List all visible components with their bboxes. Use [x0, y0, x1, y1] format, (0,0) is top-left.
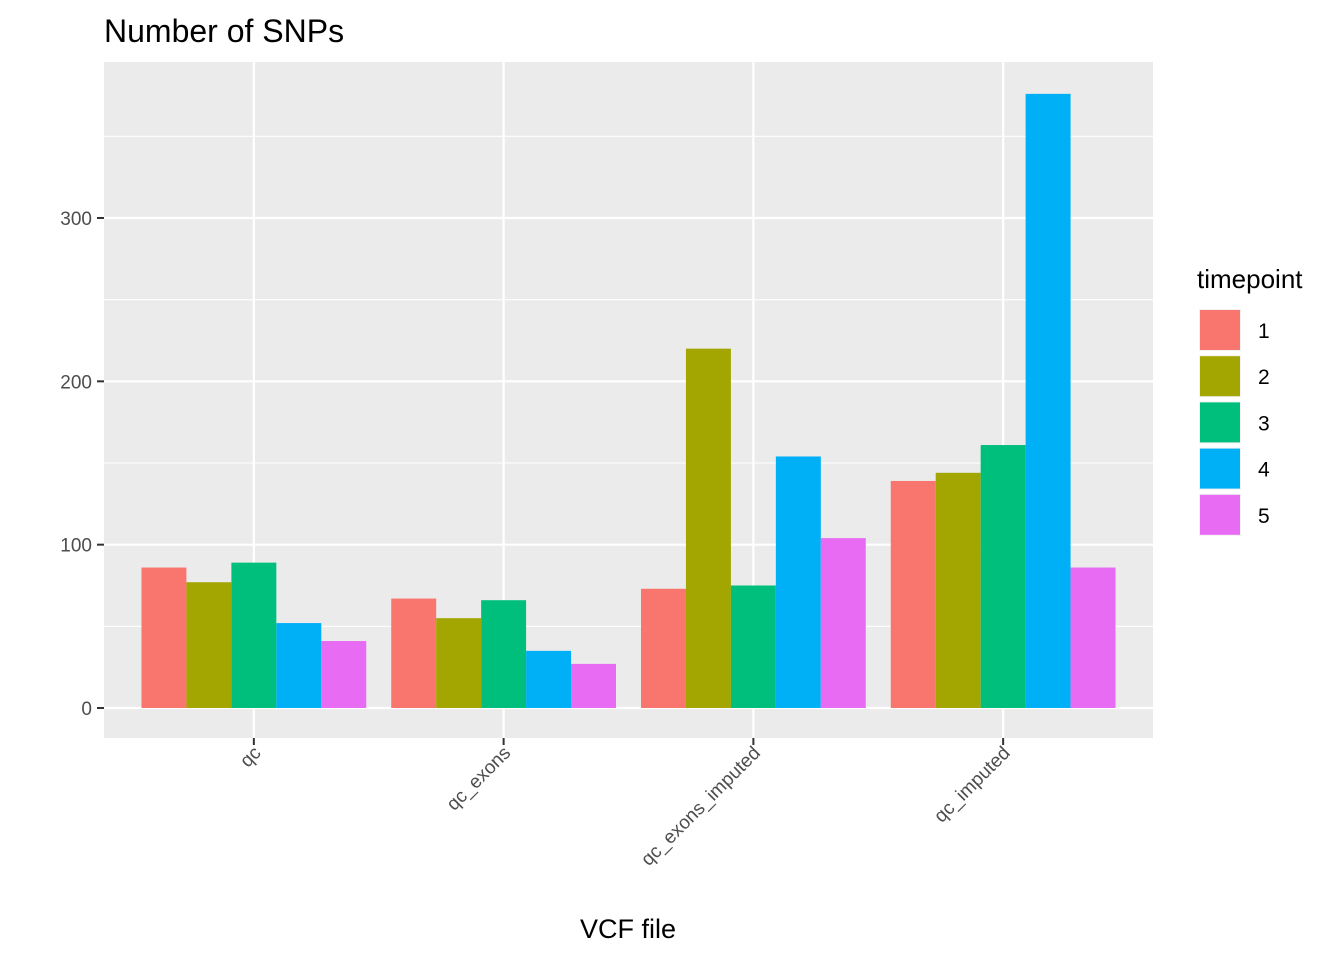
bar-qc_exons-timepoint-2	[436, 618, 482, 708]
bar-qc_imputed-timepoint-3	[980, 445, 1026, 708]
bar-qc_exons_imputed-timepoint-4	[775, 456, 821, 708]
bar-qc-timepoint-4	[276, 623, 322, 708]
bar-qc_exons_imputed-timepoint-1	[640, 588, 686, 708]
chart-title: Number of SNPs	[104, 13, 344, 49]
y-tick-label: 100	[60, 536, 92, 557]
y-tick-label: 300	[60, 209, 92, 230]
bar-qc_exons-timepoint-1	[391, 598, 437, 708]
bar-qc_exons_imputed-timepoint-2	[685, 348, 731, 708]
bar-qc-timepoint-3	[231, 562, 277, 708]
x-axis-title: VCF file	[580, 914, 676, 944]
x-tick-label-qc_exons_imputed: qc_exons_imputed	[637, 743, 765, 871]
bar-qc_imputed-timepoint-5	[1070, 567, 1116, 708]
bar-qc_exons-timepoint-3	[481, 600, 527, 708]
x-tick-label-qc: qc	[236, 743, 265, 772]
legend-swatch-1	[1200, 310, 1240, 350]
bar-qc-timepoint-2	[186, 582, 232, 708]
legend-swatch-3	[1200, 402, 1240, 443]
legend-swatch-2	[1200, 356, 1240, 397]
bar-qc_exons_imputed-timepoint-5	[820, 538, 866, 708]
legend-label-3: 3	[1258, 412, 1270, 435]
legend-swatch-5	[1200, 494, 1240, 535]
y-tick-label: 0	[81, 699, 92, 720]
bar-qc-timepoint-1	[141, 567, 187, 708]
bar-qc_imputed-timepoint-4	[1025, 93, 1071, 708]
bar-qc_imputed-timepoint-1	[890, 480, 936, 708]
legend-label-2: 2	[1258, 366, 1270, 389]
y-tick-label: 200	[60, 372, 92, 393]
legend-label-5: 5	[1258, 505, 1270, 528]
bars-group	[141, 93, 1116, 708]
bar-qc_imputed-timepoint-2	[935, 472, 981, 708]
bar-qc-timepoint-5	[321, 641, 367, 708]
legend-title: timepoint	[1197, 264, 1303, 294]
bar-qc_exons_imputed-timepoint-3	[730, 585, 776, 708]
legend-swatch-4	[1200, 448, 1240, 489]
legend: timepoint 1 2 3 4 5	[1197, 264, 1303, 536]
x-tick-label-qc_imputed: qc_imputed	[930, 743, 1014, 827]
x-axis: qc qc_exons qc_exons_imputed qc_imputed	[236, 738, 1015, 871]
x-tick-label-qc_exons: qc_exons	[443, 743, 515, 815]
legend-label-4: 4	[1258, 459, 1270, 482]
legend-label-1: 1	[1258, 320, 1270, 343]
bar-qc_exons-timepoint-4	[526, 650, 572, 708]
bar-qc_exons-timepoint-5	[571, 663, 617, 708]
y-axis: 0 100 200 300	[60, 209, 104, 720]
